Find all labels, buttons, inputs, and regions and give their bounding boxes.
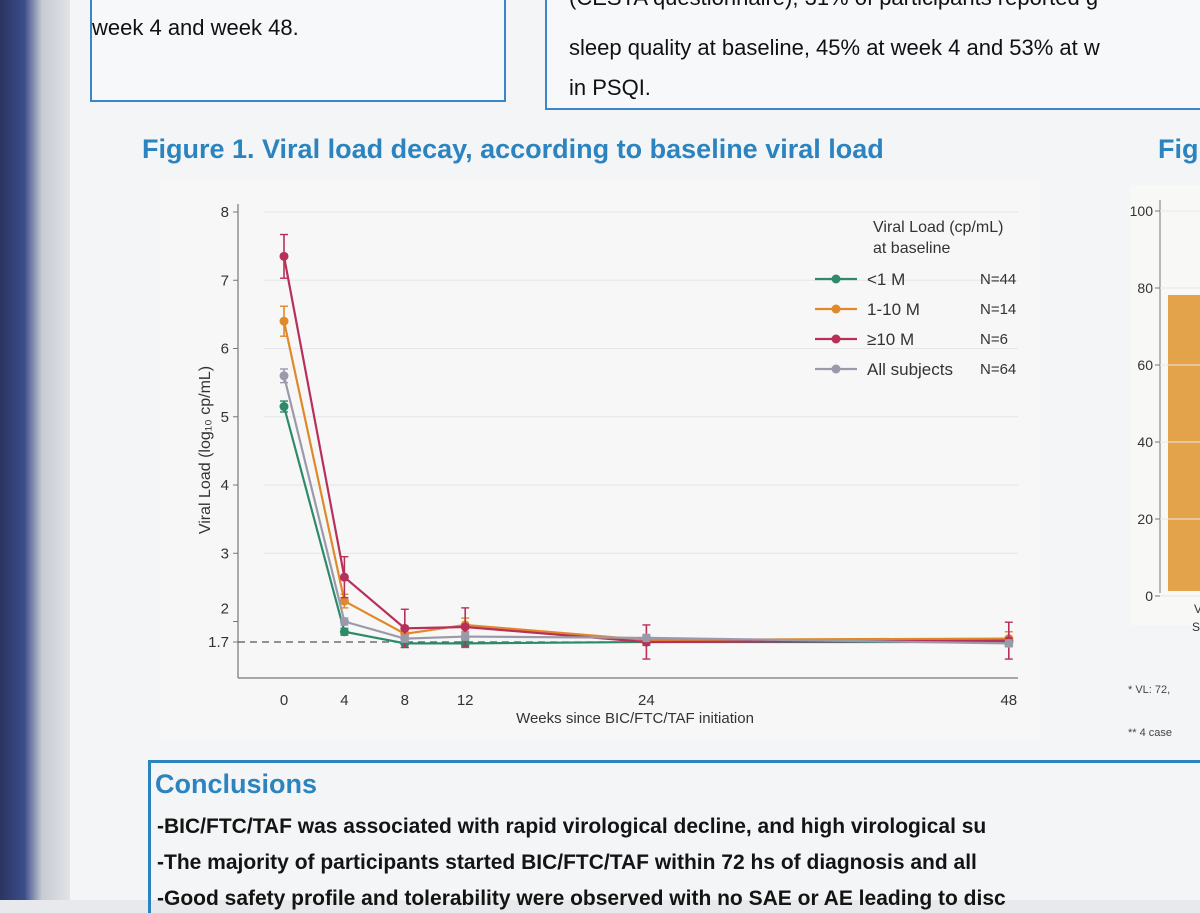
legend-label: 1-10 M [867, 300, 920, 319]
data-point [460, 622, 470, 632]
results-text-line-1: (CESTA questionnaire); 31% of participan… [569, 0, 1098, 16]
series-line [282, 375, 1009, 645]
data-point [339, 572, 349, 582]
legend-label: <1 M [867, 270, 905, 289]
data-point [400, 634, 410, 644]
legend-n-label: N=6 [980, 331, 1008, 348]
data-point [641, 633, 651, 643]
x-tick-label: 0 [280, 692, 288, 709]
figure-2-bar [1168, 295, 1200, 591]
figure-1-title: Figure 1. Viral load decay, according to… [142, 134, 884, 164]
legend-n-label: N=14 [980, 301, 1016, 318]
legend-label: ≥10 M [867, 330, 914, 349]
figure-2-note-1: * VL: 72, [1128, 684, 1171, 696]
data-point [400, 623, 410, 633]
data-point [460, 632, 470, 642]
data-point [279, 402, 289, 412]
results-text-line: week 4 and week 48. [92, 15, 299, 40]
figure-2-x-label-fragment: V [1194, 602, 1200, 616]
legend-marker [831, 304, 841, 314]
legend-marker [831, 364, 841, 374]
x-tick-label: 4 [340, 692, 348, 709]
x-axis-label: Weeks since BIC/FTC/TAF initiation [516, 710, 754, 727]
figure-2-chart: 100 80 60 40 20 0 VS [1130, 185, 1200, 634]
series-line [282, 256, 1009, 644]
data-point [1004, 638, 1014, 648]
y-axis-label: Viral Load (log₁₀ cp/mL) [197, 366, 214, 534]
y-tick-label: 1.7 [208, 634, 229, 651]
y-tick-label: 6 [221, 341, 229, 358]
chart-panel: 1.7 2 3 4 5 6 7 8 0 4 8 12 24 48 Weeks since BIC/FTC/T… [160, 180, 1040, 740]
figure-2-title: Fig [1158, 134, 1199, 164]
legend-marker [831, 274, 841, 284]
data-point [339, 596, 349, 606]
legend-label: All subjects [867, 360, 953, 379]
y-tick-label: 2 [221, 601, 229, 618]
y-tick-label: 7 [221, 272, 229, 289]
results-text-box-right: (CESTA questionnaire); 31% of participan… [545, 0, 1200, 110]
figure-2-y-tick-label: 0 [1145, 588, 1153, 604]
figure-2-x-label-fragment: S [1192, 620, 1200, 634]
figure-2-y-tick-label: 100 [1130, 203, 1154, 219]
series-line [282, 406, 1009, 645]
figure-2-y-tick-label: 40 [1137, 434, 1153, 450]
x-tick-label: 48 [1000, 692, 1017, 709]
conclusion-line-1: -BIC/FTC/TAF was associated with rapid v… [157, 815, 987, 838]
legend-marker [831, 334, 841, 344]
x-tick-label: 8 [401, 692, 409, 709]
results-text-line-2: sleep quality at baseline, 45% at week 4… [569, 35, 1100, 60]
x-tick-label: 12 [457, 692, 474, 709]
conclusions-title: Conclusions [155, 769, 318, 799]
data-point [279, 251, 289, 261]
conclusion-line-2: -The majority of participants started BI… [157, 851, 977, 874]
legend-n-label: N=64 [980, 361, 1016, 378]
figure-2-y-tick-label: 80 [1137, 280, 1153, 296]
figure-2-y-tick-label: 20 [1137, 511, 1153, 527]
figure-2-y-tick-label: 60 [1137, 357, 1153, 373]
poster-frame-edge [0, 0, 70, 900]
conclusions-section: Conclusions -BIC/FTC/TAF was associated … [148, 760, 1200, 913]
data-point [279, 316, 289, 326]
y-tick-label: 4 [221, 477, 229, 494]
x-tick-label: 24 [638, 692, 655, 709]
data-point [339, 627, 349, 637]
figure-2-note-2: ** 4 case [1128, 727, 1173, 739]
results-text-box-left: week 4 and week 48. [90, 0, 506, 102]
legend-n-label: N=44 [980, 271, 1016, 288]
data-point [279, 371, 289, 381]
y-tick-label: 5 [221, 409, 229, 426]
conclusion-line-3: -Good safety profile and tolerability we… [157, 887, 1006, 910]
results-text-line-3: in PSQI. [569, 75, 651, 100]
legend-title: at baseline [873, 240, 950, 257]
y-tick-label: 3 [221, 545, 229, 562]
data-point [339, 617, 349, 627]
y-tick-label: 8 [221, 204, 229, 221]
legend-title: Viral Load (cp/mL) [873, 219, 1003, 236]
figure-2-chart-partial: 100 80 60 40 20 0 V S [1100, 175, 1200, 755]
